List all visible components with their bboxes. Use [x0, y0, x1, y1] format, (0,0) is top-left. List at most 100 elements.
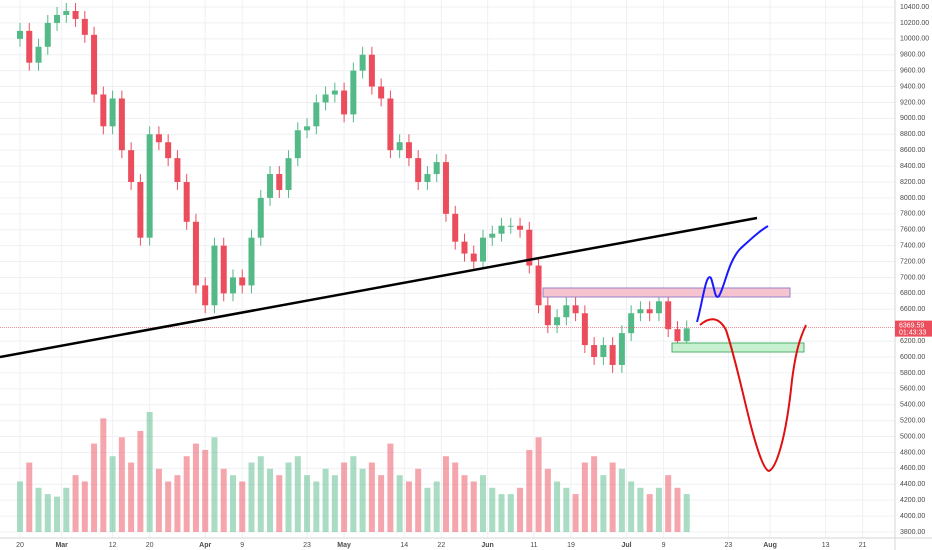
- volume-bar: [100, 418, 107, 532]
- volume-bar: [350, 456, 357, 532]
- candle-body: [183, 182, 190, 222]
- y-tick-label: 5800.00: [900, 370, 925, 377]
- x-tick-label: Jul: [621, 542, 631, 549]
- candle-body: [572, 305, 579, 314]
- countdown-label: 01:43:33: [899, 329, 926, 336]
- candle-body: [304, 126, 311, 131]
- volume-bar: [257, 456, 264, 532]
- time-axis: 20 Mar 12 20 Apr 9 23 May 14 22 Jun 11 19 Jul 9 23 Aug 13…: [0, 537, 932, 549]
- y-tick-label: 6600.00: [900, 306, 925, 313]
- support-zone: [671, 342, 805, 353]
- candle-body: [405, 142, 412, 159]
- candle-body: [637, 309, 644, 314]
- volume-bar: [91, 443, 98, 532]
- volume-bar: [517, 487, 524, 532]
- candle-body: [81, 18, 88, 35]
- y-tick-label: 8800.00: [900, 131, 925, 138]
- volume-bar: [331, 475, 338, 532]
- candle-body: [563, 305, 570, 318]
- candle-body: [683, 328, 690, 342]
- volume-bar: [646, 494, 653, 532]
- candle-body: [44, 22, 51, 47]
- candle-body: [128, 150, 135, 182]
- volume-bar: [452, 462, 459, 532]
- volume-bar: [276, 475, 283, 532]
- volume-bar: [128, 462, 135, 532]
- x-tick-label: 14: [400, 542, 408, 549]
- x-tick-label: 21: [859, 542, 867, 549]
- candle-body: [109, 98, 116, 127]
- candle-body: [239, 277, 246, 286]
- candle-body: [609, 345, 616, 365]
- trend-line: [0, 216, 758, 359]
- volume-bar: [322, 468, 329, 532]
- candle-body: [554, 317, 561, 326]
- volume-bar: [155, 468, 162, 532]
- x-tick-label: 9: [662, 542, 666, 549]
- volume-bar: [628, 481, 635, 532]
- volume-bar: [609, 462, 616, 532]
- last-price-label: 6369.59: [899, 322, 924, 329]
- volume-bar: [368, 462, 375, 532]
- volume-bar: [202, 449, 209, 532]
- candle-body: [146, 134, 153, 238]
- volume-bar: [433, 481, 440, 532]
- x-tick-label: 12: [109, 542, 117, 549]
- x-tick-label: Aug: [763, 542, 777, 549]
- volume-bar: [470, 481, 477, 532]
- bear-scenario: [699, 318, 807, 473]
- volume-bar: [174, 475, 181, 532]
- y-tick-label: 8200.00: [900, 179, 925, 186]
- volume-bar: [26, 462, 33, 532]
- volume-bar: [44, 494, 51, 532]
- volume-bar: [63, 487, 70, 532]
- y-tick-label: 6800.00: [900, 290, 925, 297]
- candle-body: [54, 14, 61, 23]
- y-tick-label: 9200.00: [900, 99, 925, 106]
- candle-body: [655, 301, 662, 314]
- candle-body: [591, 345, 598, 357]
- volume-bar: [378, 475, 385, 532]
- volume-bar: [313, 481, 320, 532]
- volume-bar: [81, 481, 88, 532]
- candle-body: [646, 309, 653, 314]
- x-tick-label: 13: [822, 542, 830, 549]
- candle-body: [480, 237, 486, 262]
- candle-body: [155, 134, 162, 143]
- volume-bar: [461, 475, 468, 532]
- x-tick-label: 11: [530, 542, 537, 549]
- volume-bar: [581, 462, 588, 532]
- axis-background: [895, 0, 932, 550]
- volume-bar: [285, 462, 292, 532]
- volume-bar: [591, 456, 598, 532]
- y-tick-label: 5200.00: [900, 417, 925, 424]
- candle-body: [433, 162, 440, 175]
- y-tick-label: 4200.00: [900, 497, 925, 504]
- resistance-zone: [542, 287, 791, 298]
- volume-bar: [424, 487, 431, 532]
- volume-bar: [498, 494, 505, 532]
- y-tick-label: 7400.00: [900, 242, 925, 249]
- candle-body: [313, 102, 320, 127]
- candle-body: [211, 245, 218, 306]
- volume-bar: [294, 456, 301, 532]
- candle-body: [618, 333, 625, 365]
- y-tick-label: 3800.00: [900, 529, 925, 536]
- candle-body: [424, 174, 431, 182]
- volume-bar: [304, 475, 311, 532]
- candle-body: [72, 10, 79, 19]
- x-tick-label: 20: [146, 542, 154, 549]
- candle-body: [498, 225, 505, 234]
- volume-bar: [674, 487, 681, 532]
- volume-bar: [118, 437, 125, 532]
- volume-bar: [396, 475, 403, 532]
- candle-body: [526, 229, 533, 266]
- candle-body: [17, 30, 23, 39]
- candle-body: [581, 313, 588, 346]
- x-tick-label: 9: [240, 542, 244, 549]
- y-tick-label: 9600.00: [900, 67, 925, 74]
- y-tick-label: 9000.00: [900, 115, 925, 122]
- y-tick-label: 7200.00: [900, 258, 925, 265]
